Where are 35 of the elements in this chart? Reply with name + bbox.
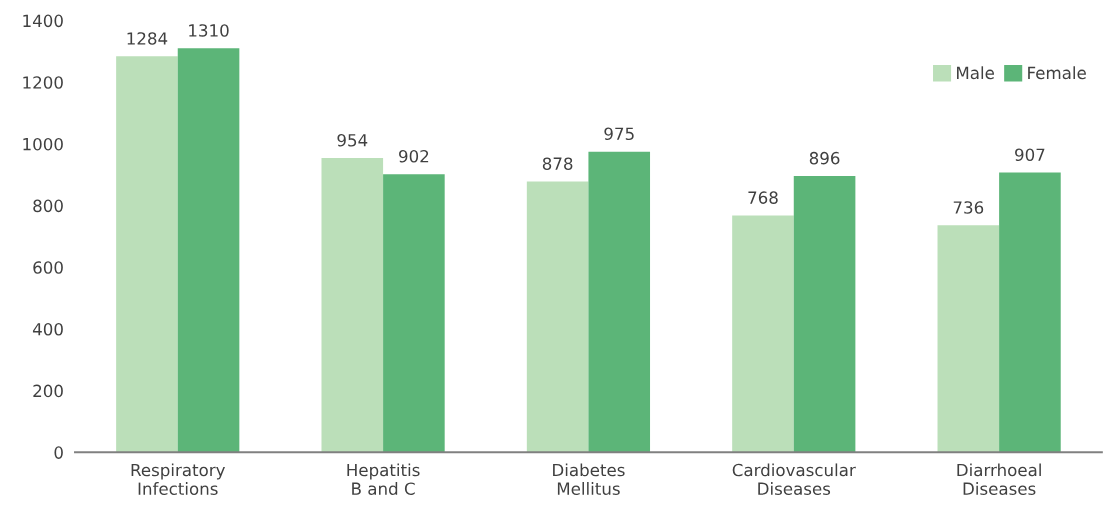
y-tick-label: 1200 [23,76,63,89]
bar [732,215,794,453]
legend-label: Female [1028,66,1086,80]
y-tick-label: 200 [33,384,63,398]
y-tick-label: 600 [33,261,63,274]
data-label: 768 [748,191,778,204]
data-label: 1284 [127,32,168,45]
bar [999,172,1061,453]
bar [116,56,178,453]
bar [937,225,1000,453]
data-label: 878 [542,157,573,170]
data-label: 954 [337,133,368,147]
y-tick-label: 400 [32,322,63,336]
y-tick-label: 0 [54,446,63,459]
x-tick-label: Diarrhoeal Diseases [957,463,1041,495]
x-tick-label: Hepatitis B and C [347,463,420,495]
x-tick-label: Cardiovascular Diseases [732,463,856,495]
y-tick-label: 1400 [23,14,63,28]
y-tick-label: 800 [33,199,63,213]
data-label: 907 [1015,148,1045,162]
bar [383,174,445,453]
data-label: 896 [809,151,840,165]
bar [526,181,589,453]
bar [177,48,240,453]
bar [321,158,384,453]
bar [793,175,856,453]
legend-label: Male [957,66,994,80]
data-label: 902 [399,149,429,163]
data-label: 736 [953,201,984,214]
data-label: 975 [604,127,634,141]
x-tick-label: Respiratory Infections [131,463,225,495]
data-label: 1310 [189,24,229,37]
bar [588,151,651,453]
x-tick-label: Diabetes Mellitus [553,463,625,495]
y-tick-label: 1000 [23,137,63,151]
